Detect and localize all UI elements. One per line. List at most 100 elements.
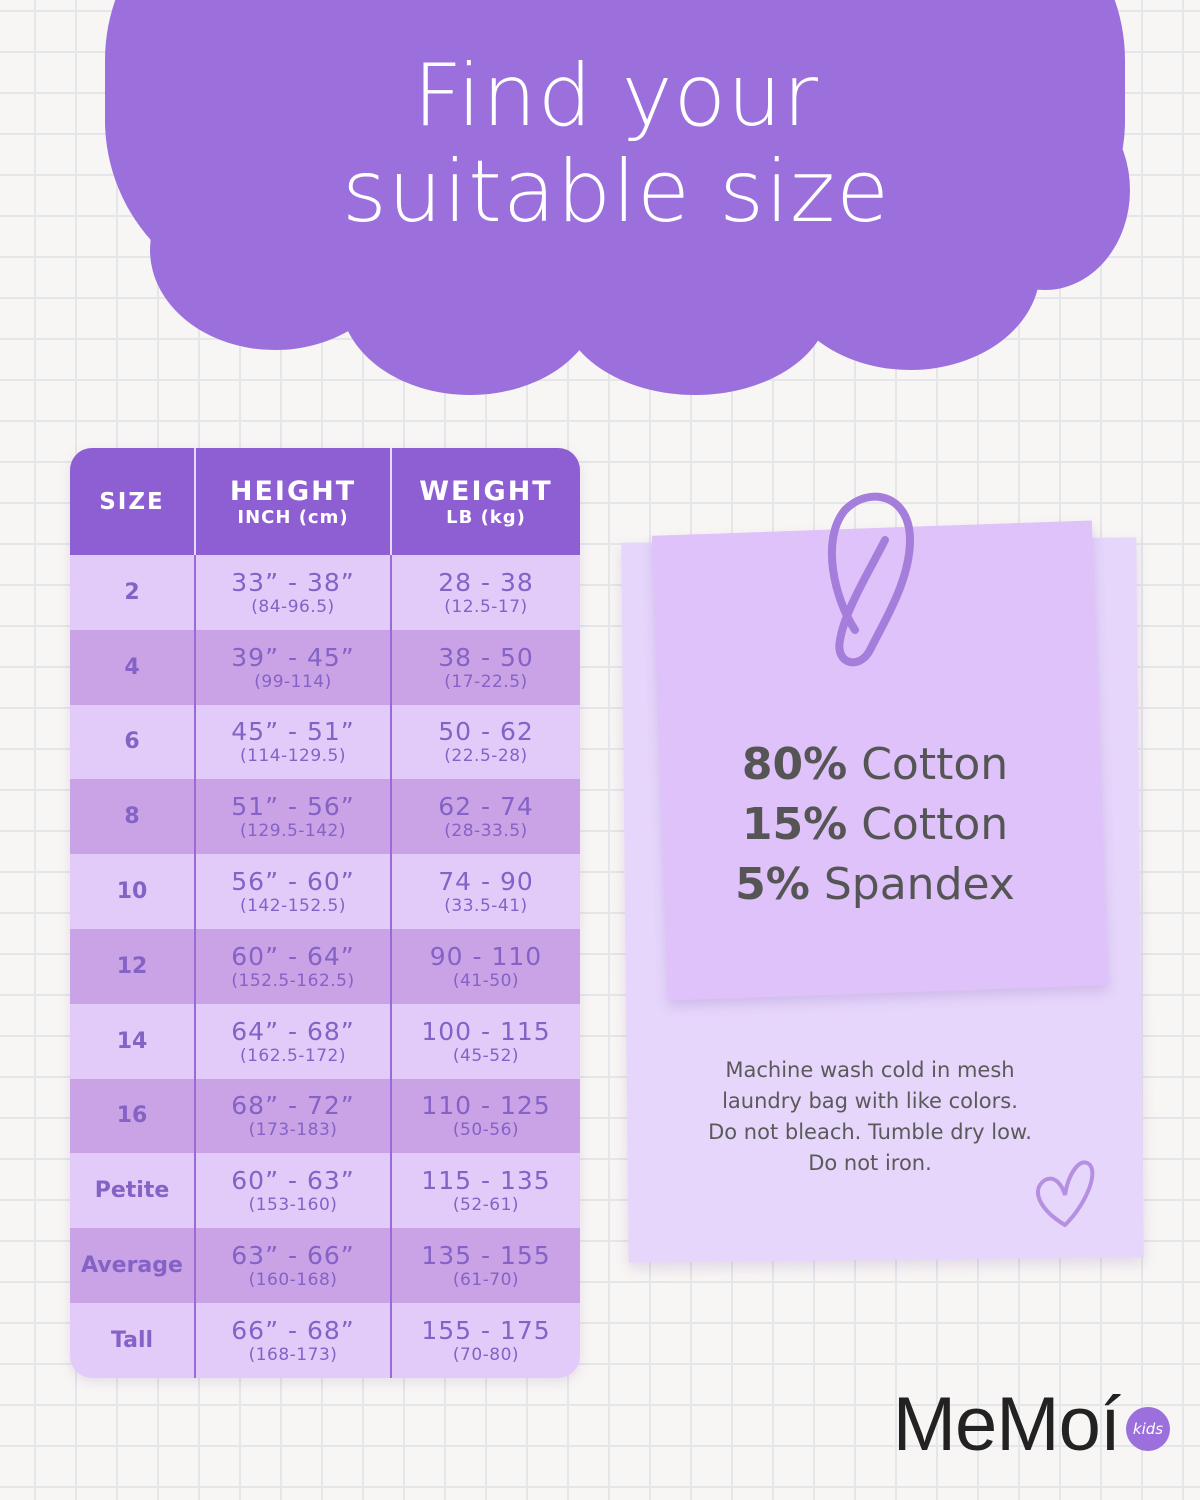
heart-doodle-icon	[1035, 1160, 1095, 1227]
fabric-composition: 80% Cotton 15% Cotton 5% Spandex	[690, 735, 1060, 915]
weight-cell: 62 - 74 (28-33.5)	[392, 779, 580, 854]
height-cm: (142-152.5)	[239, 896, 346, 917]
table-row: 6 45” - 51” (114-129.5) 50 - 62 (22.5-28)	[70, 704, 580, 780]
weight-kg: (70-80)	[452, 1344, 520, 1365]
header-weight-unit: LB (kg)	[446, 506, 526, 528]
weight-kg: (41-50)	[452, 970, 520, 991]
height-cell: 45” - 51” (114-129.5)	[196, 704, 392, 780]
header-height-label: HEIGHT	[229, 475, 357, 507]
table-row: Petite 60” - 63” (153-160) 115 - 135 (52-6…	[70, 1153, 580, 1229]
fabric-line: 15% Cotton	[690, 795, 1060, 855]
size-value: 12	[116, 953, 148, 979]
fabric-line: 80% Cotton	[690, 735, 1060, 795]
height-cm: (84-96.5)	[251, 596, 335, 617]
weight-lb: 155 - 175	[421, 1315, 551, 1345]
table-row: 2 33” - 38” (84-96.5) 28 - 38 (12.5-17)	[70, 555, 580, 630]
height-cell: 68” - 72” (173-183)	[196, 1078, 392, 1154]
table-row: 14 64” - 68” (162.5-172) 100 - 115 (45-52)	[70, 1003, 580, 1079]
size-value: 8	[124, 804, 140, 830]
height-cell: 63” - 66” (160-168)	[196, 1228, 392, 1303]
kids-badge-text: kids	[1132, 1420, 1164, 1438]
weight-lb: 38 - 50	[438, 642, 534, 672]
weight-kg: (33.5-41)	[444, 896, 528, 917]
size-cell: 2	[70, 555, 196, 630]
height-cell: 60” - 64” (152.5-162.5)	[196, 928, 392, 1004]
size-value: 16	[116, 1103, 148, 1129]
table-row: 12 60” - 64” (152.5-162.5) 90 - 110 (41-50…	[70, 928, 580, 1004]
size-value: 4	[124, 654, 140, 680]
height-inch: 60” - 64”	[231, 941, 355, 971]
weight-kg: (12.5-17)	[444, 596, 528, 617]
fabric-name: Cotton	[861, 799, 1009, 850]
page-title: Find your suitable size	[0, 48, 1200, 240]
height-inch: 33” - 38”	[231, 567, 355, 597]
table-row: Tall 66” - 68” (168-173) 155 - 175 (70-80)	[70, 1302, 580, 1378]
height-inch: 63” - 66”	[231, 1241, 355, 1271]
weight-kg: (28-33.5)	[444, 821, 528, 842]
paperclip-icon	[828, 492, 915, 667]
weight-cell: 38 - 50 (17-22.5)	[392, 630, 580, 705]
brand-logo: MeMoí kids	[893, 1385, 1170, 1465]
care-instructions: Machine wash cold in mesh laundry bag wi…	[660, 1055, 1080, 1179]
care-line: laundry bag with like colors.	[722, 1089, 1018, 1113]
size-cell: Average	[70, 1228, 196, 1303]
header-height-unit: INCH (cm)	[237, 506, 349, 528]
size-cell: 10	[70, 854, 196, 929]
height-cm: (168-173)	[248, 1344, 338, 1365]
height-cm: (160-168)	[248, 1270, 338, 1291]
weight-kg: (50-56)	[452, 1120, 520, 1141]
header-height: HEIGHT INCH (cm)	[196, 448, 392, 555]
fabric-pct: 15%	[741, 799, 848, 850]
weight-lb: 115 - 135	[421, 1166, 551, 1196]
height-cm: (129.5-142)	[239, 821, 346, 842]
size-cell: Petite	[70, 1153, 196, 1229]
height-cell: 64” - 68” (162.5-172)	[196, 1003, 392, 1079]
size-value: Average	[81, 1253, 183, 1279]
title-line-2: suitable size	[341, 142, 891, 242]
header-size-label: SIZE	[99, 488, 165, 515]
height-cm: (99-114)	[254, 671, 332, 692]
table-row: 16 68” - 72” (173-183) 110 - 125 (50-56)	[70, 1078, 580, 1154]
height-cm: (162.5-172)	[239, 1045, 346, 1066]
height-cell: 33” - 38” (84-96.5)	[196, 555, 392, 630]
care-line: Machine wash cold in mesh	[725, 1058, 1015, 1082]
weight-kg: (17-22.5)	[444, 671, 528, 692]
height-cell: 56” - 60” (142-152.5)	[196, 854, 392, 929]
table-row: 10 56” - 60” (142-152.5) 74 - 90 (33.5-41)	[70, 854, 580, 929]
care-line: Do not iron.	[808, 1151, 932, 1175]
size-value: 14	[116, 1028, 148, 1054]
height-inch: 45” - 51”	[231, 717, 355, 747]
size-value: 6	[124, 729, 140, 755]
weight-cell: 50 - 62 (22.5-28)	[392, 705, 580, 780]
fabric-pct: 80%	[741, 739, 848, 790]
size-table: SIZE HEIGHT INCH (cm) WEIGHT LB (kg) 2 33”…	[70, 448, 580, 1378]
height-inch: 39” - 45”	[231, 642, 355, 672]
header-weight-label: WEIGHT	[419, 475, 553, 507]
weight-cell: 110 - 125 (50-56)	[392, 1079, 580, 1154]
height-cm: (173-183)	[248, 1120, 338, 1141]
fabric-name: Spandex	[823, 859, 1015, 910]
weight-lb: 110 - 125	[421, 1091, 551, 1121]
size-cell: 16	[70, 1078, 196, 1154]
weight-cell: 100 - 115 (45-52)	[392, 1004, 580, 1079]
weight-lb: 50 - 62	[438, 717, 534, 747]
size-cell: 8	[70, 779, 196, 855]
height-cm: (114-129.5)	[239, 746, 346, 767]
title-line-1: Find your	[413, 46, 819, 146]
size-cell: Tall	[70, 1302, 196, 1378]
fabric-name: Cotton	[861, 739, 1009, 790]
weight-lb: 28 - 38	[438, 567, 534, 597]
weight-kg: (45-52)	[452, 1045, 520, 1066]
weight-lb: 135 - 155	[421, 1241, 551, 1271]
size-cell: 12	[70, 928, 196, 1004]
weight-kg: (22.5-28)	[444, 746, 528, 767]
size-cell: 6	[70, 704, 196, 780]
height-cell: 51” - 56” (129.5-142)	[196, 779, 392, 855]
height-inch: 66” - 68”	[231, 1315, 355, 1345]
logo-text: MeMoí	[892, 1382, 1121, 1467]
weight-cell: 28 - 38 (12.5-17)	[392, 555, 580, 630]
size-value: Tall	[110, 1327, 154, 1353]
weight-lb: 74 - 90	[438, 867, 534, 897]
fabric-line: 5% Spandex	[690, 855, 1060, 915]
weight-cell: 135 - 155 (61-70)	[392, 1228, 580, 1303]
